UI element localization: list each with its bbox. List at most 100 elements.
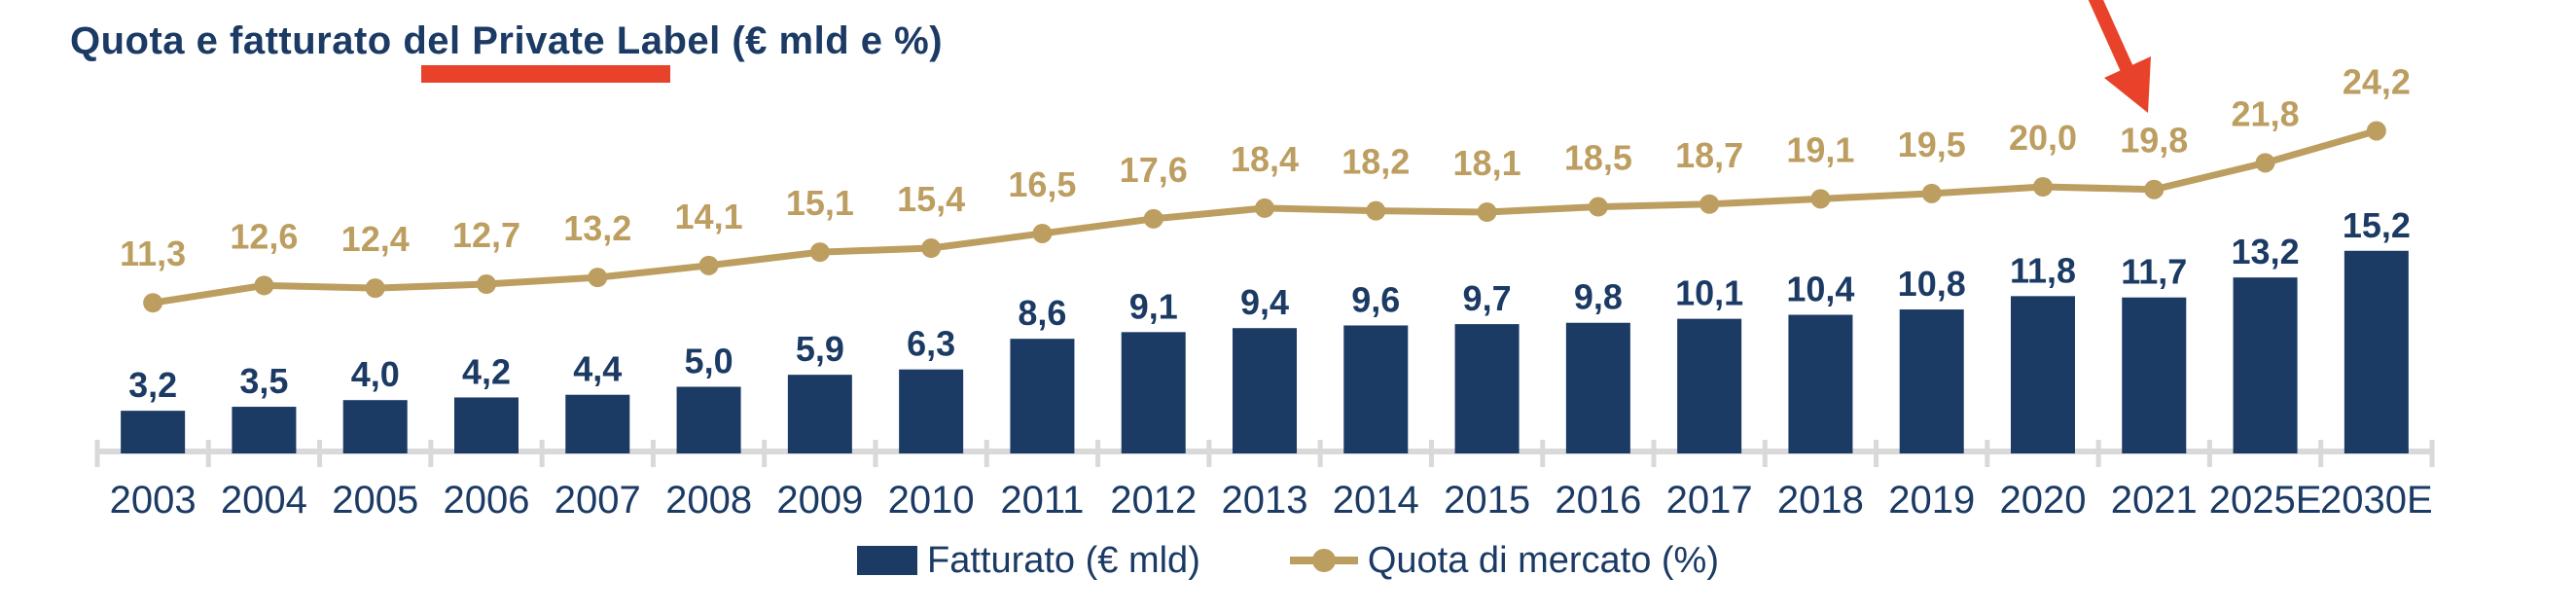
bar-2017 bbox=[1677, 318, 1742, 453]
x-axis-tick bbox=[1206, 440, 1212, 467]
bar-2005 bbox=[342, 400, 408, 453]
x-axis-tick bbox=[94, 440, 100, 467]
x-axis-label-2005: 2005 bbox=[332, 479, 418, 522]
x-axis-label-2014: 2014 bbox=[1333, 479, 1419, 522]
annotation-arrow-shaft bbox=[2088, 0, 2133, 71]
line-value-label-2021: 19,8 bbox=[2120, 121, 2188, 161]
x-axis-tick bbox=[1317, 440, 1323, 467]
line-dot-2004 bbox=[254, 275, 274, 296]
line-dot-2006 bbox=[477, 274, 496, 295]
annotation-arrowhead-icon bbox=[2104, 56, 2151, 113]
x-axis-tick bbox=[984, 440, 989, 467]
x-axis-tick bbox=[2318, 440, 2324, 467]
x-axis-label-2025E: 2025E bbox=[2209, 479, 2322, 522]
line-value-label-2015: 18,1 bbox=[1453, 143, 1521, 183]
x-axis-label-2011: 2011 bbox=[1000, 479, 1084, 522]
line-dot-2003 bbox=[143, 293, 163, 313]
x-axis-tick bbox=[2429, 440, 2435, 467]
line-value-label-2025E: 21,8 bbox=[2232, 93, 2300, 133]
line-dot-2018 bbox=[1810, 189, 1831, 209]
line-dot-2007 bbox=[588, 268, 608, 288]
x-axis-label-2008: 2008 bbox=[665, 479, 752, 522]
bar-2011 bbox=[1010, 339, 1075, 453]
bar-2014 bbox=[1343, 325, 1409, 453]
bar-value-label-2009: 5,9 bbox=[796, 329, 844, 369]
line-dot-2011 bbox=[1032, 223, 1053, 243]
x-axis-label-2009: 2009 bbox=[776, 479, 863, 522]
bar-value-label-2018: 10,4 bbox=[1786, 270, 1854, 309]
line-dot-2021 bbox=[2144, 179, 2165, 199]
x-axis-tick bbox=[762, 440, 768, 467]
line-value-label-2020: 20,0 bbox=[2009, 118, 2077, 158]
x-axis-tick bbox=[1095, 440, 1101, 467]
x-axis-tick bbox=[1540, 440, 1546, 467]
legend-item-fatturato: Fatturato (€ mld) bbox=[856, 540, 1200, 582]
line-dot-2017 bbox=[1699, 194, 1720, 214]
line-value-label-2018: 19,1 bbox=[1786, 129, 1854, 169]
x-axis-label-2010: 2010 bbox=[888, 479, 975, 522]
bar-value-label-2013: 9,4 bbox=[1240, 282, 1289, 322]
line-dot-2016 bbox=[1588, 197, 1608, 217]
bar-value-label-2016: 9,8 bbox=[1574, 277, 1623, 317]
x-axis-label-2012: 2012 bbox=[1110, 479, 1197, 522]
legend-label-quota: Quota di mercato (%) bbox=[1367, 539, 1719, 581]
bar-2013 bbox=[1233, 328, 1297, 453]
line-value-label-2019: 19,5 bbox=[1898, 125, 1966, 164]
bar-value-label-2030E: 15,2 bbox=[2343, 205, 2411, 245]
x-axis-label-2007: 2007 bbox=[555, 479, 641, 522]
line-value-label-2010: 15,4 bbox=[897, 179, 965, 219]
line-series-swatch-icon bbox=[1289, 549, 1358, 572]
x-axis-label-2016: 2016 bbox=[1555, 479, 1641, 522]
bar-value-label-2020: 11,8 bbox=[2010, 250, 2076, 290]
line-value-label-2013: 18,4 bbox=[1231, 139, 1299, 179]
line-value-label-2004: 12,6 bbox=[230, 216, 298, 256]
title-underline-highlight bbox=[421, 65, 670, 83]
bar-2007 bbox=[565, 394, 630, 453]
x-axis-label-2017: 2017 bbox=[1666, 479, 1753, 522]
line-value-label-2006: 12,7 bbox=[452, 215, 520, 255]
line-value-label-2030E: 24,2 bbox=[2343, 61, 2411, 101]
x-axis-label-2030E: 2030E bbox=[2320, 479, 2433, 522]
bar-value-label-2012: 9,1 bbox=[1129, 286, 1178, 326]
bar-series-swatch-icon bbox=[856, 546, 917, 575]
line-dot-2013 bbox=[1255, 198, 1274, 218]
bar-2008 bbox=[676, 386, 741, 453]
x-axis-label-2021: 2021 bbox=[2111, 479, 2198, 522]
bar-value-label-2010: 6,3 bbox=[907, 324, 955, 364]
x-axis-label-2020: 2020 bbox=[2000, 479, 2087, 522]
line-dot-2008 bbox=[698, 255, 719, 275]
line-dot-2010 bbox=[921, 238, 942, 259]
bar-value-label-2006: 4,2 bbox=[462, 351, 511, 391]
bar-2025E bbox=[2233, 277, 2298, 453]
bar-2009 bbox=[787, 375, 852, 453]
bar-2021 bbox=[2122, 297, 2187, 453]
line-dot-2030E bbox=[2366, 121, 2386, 141]
bar-2006 bbox=[454, 397, 519, 453]
x-axis-tick bbox=[205, 440, 211, 467]
x-axis-label-2015: 2015 bbox=[1444, 479, 1530, 522]
line-value-label-2005: 12,4 bbox=[341, 219, 410, 259]
x-axis-tick bbox=[317, 440, 323, 467]
line-dot-2019 bbox=[1921, 183, 1942, 203]
x-axis-label-2004: 2004 bbox=[221, 479, 307, 522]
bar-value-label-2025E: 13,2 bbox=[2232, 232, 2300, 271]
line-dot-2005 bbox=[365, 278, 385, 299]
line-value-label-2014: 18,2 bbox=[1342, 142, 1410, 182]
x-axis-label-2019: 2019 bbox=[1888, 479, 1975, 522]
line-dot-2025E bbox=[2255, 153, 2275, 173]
line-value-label-2009: 15,1 bbox=[786, 183, 854, 223]
bar-2003 bbox=[121, 411, 186, 453]
chart-legend: Fatturato (€ mld) Quota di mercato (%) bbox=[0, 537, 2576, 584]
line-value-label-2008: 14,1 bbox=[675, 197, 743, 236]
x-axis-tick bbox=[1762, 440, 1768, 467]
bar-2018 bbox=[1788, 314, 1853, 453]
line-dot-2020 bbox=[2033, 177, 2053, 197]
x-axis-tick bbox=[428, 440, 434, 467]
x-axis-tick bbox=[873, 440, 878, 467]
x-axis-tick bbox=[1874, 440, 1879, 467]
bar-value-label-2015: 9,7 bbox=[1463, 278, 1512, 318]
legend-item-quota: Quota di mercato (%) bbox=[1289, 539, 1719, 582]
line-value-label-2016: 18,5 bbox=[1564, 138, 1632, 178]
x-axis-label-2013: 2013 bbox=[1222, 479, 1308, 522]
